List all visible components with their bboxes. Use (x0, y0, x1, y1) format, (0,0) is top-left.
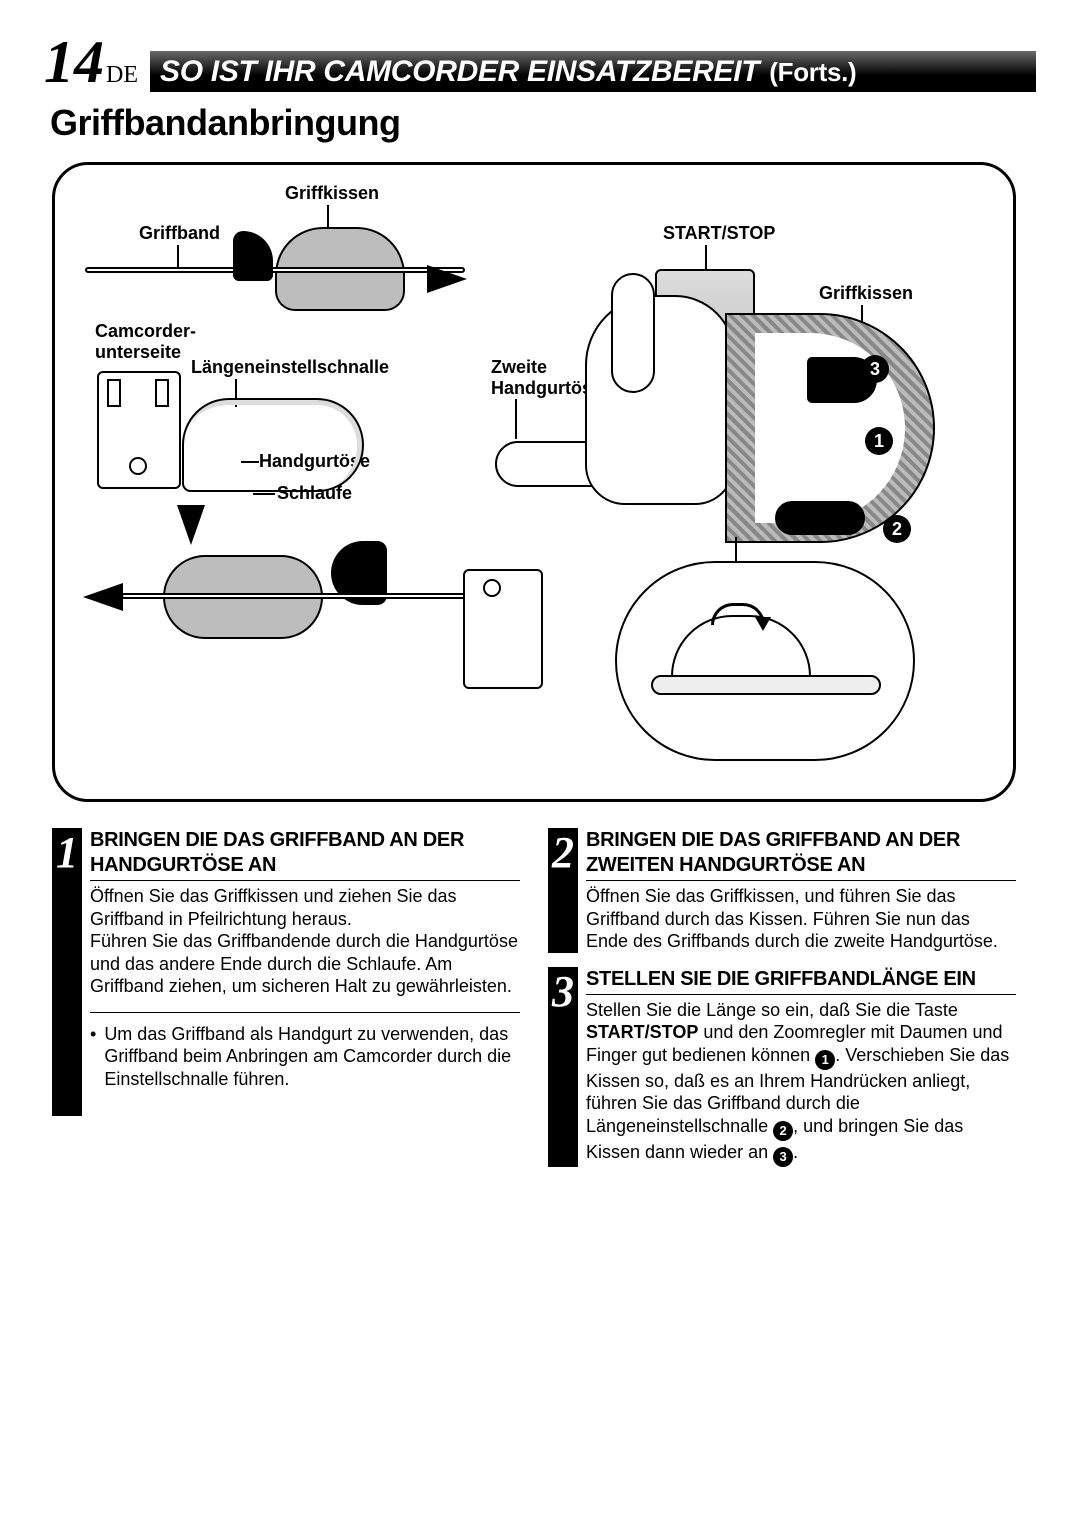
strap-loop-shape (183, 399, 363, 491)
tripod-hole-shape (129, 457, 147, 475)
label-griffkissen-top: Griffkissen (285, 183, 379, 204)
page-number: 14DE (44, 32, 138, 92)
tripod-hole-shape (483, 579, 501, 597)
page-number-suffix: DE (106, 62, 138, 88)
step-text: Stellen Sie die Länge so ein, daß Sie di… (586, 999, 1016, 1167)
label-laengeneinstellschnalle: Längeneinstellschnalle (191, 357, 389, 378)
step-number: 1 (52, 828, 82, 1116)
curved-arrow-icon (233, 231, 273, 281)
note-text: Um das Griffband als Handgurt zu verwend… (104, 1023, 520, 1091)
inline-callout-3: 3 (773, 1147, 793, 1167)
thumb-shape (611, 273, 655, 393)
step-body: BRINGEN DIE DAS GRIFFBAND AN DER HANDGUR… (90, 828, 520, 1116)
step-2: 2 BRINGEN DIE DAS GRIFFBAND AN DER ZWEIT… (548, 828, 1016, 953)
step-column-left: 1 BRINGEN DIE DAS GRIFFBAND AN DER HANDG… (52, 828, 520, 1181)
step-number: 2 (548, 828, 578, 953)
diagram-panel: Griffkissen Griffband START/STOP Griffki… (52, 162, 1016, 802)
callout-1: 1 (865, 427, 893, 455)
page-number-value: 14 (44, 29, 104, 95)
step-title: BRINGEN DIE DAS GRIFFBAND AN DER HANDGUR… (90, 828, 520, 881)
detail (107, 379, 121, 407)
text: . (793, 1142, 798, 1162)
page-header: 14DE SO IST IHR CAMCORDER EINSATZBEREIT … (44, 32, 1036, 92)
strap-line-shape (121, 593, 481, 599)
strap-through-buckle (651, 675, 881, 695)
step-text: Öffnen Sie das Griffkissen und ziehen Si… (90, 885, 520, 998)
step-text: Öffnen Sie das Griffkissen, und führen S… (586, 885, 1016, 953)
label-griffkissen-right: Griffkissen (819, 283, 913, 304)
camcorder-underside-shape (463, 569, 543, 689)
arrow-left-icon (83, 583, 123, 611)
header-continuation: (Forts.) (769, 57, 856, 88)
leader-line (515, 399, 517, 439)
step-column-right: 2 BRINGEN DIE DAS GRIFFBAND AN DER ZWEIT… (548, 828, 1016, 1181)
leader-line (735, 537, 737, 563)
arrowhead-icon (755, 617, 771, 631)
detail (155, 379, 169, 407)
step-title: BRINGEN DIE DAS GRIFFBAND AN DER ZWEITEN… (586, 828, 1016, 881)
strap-line-shape (85, 267, 465, 273)
inline-callout-1: 1 (815, 1050, 835, 1070)
leader-line (253, 493, 275, 495)
hand-shape (585, 295, 735, 505)
step-note: • Um das Griffband als Handgurt zu verwe… (90, 1012, 520, 1091)
callout-2: 2 (883, 515, 911, 543)
bullet-icon: • (90, 1023, 96, 1091)
header-title: SO IST IHR CAMCORDER EINSATZBEREIT (160, 55, 759, 89)
label-griffband: Griffband (139, 223, 220, 244)
strap-arrow-icon (775, 501, 865, 535)
label-camcorder-unterseite: Camcorder- unterseite (95, 321, 196, 362)
section-title: Griffbandanbringung (50, 102, 1036, 144)
arrow-down-icon (177, 505, 205, 545)
header-bar: SO IST IHR CAMCORDER EINSATZBEREIT (Fort… (150, 51, 1036, 92)
inline-callout-2: 2 (773, 1121, 793, 1141)
label-start-stop: START/STOP (663, 223, 775, 244)
step-body: STELLEN SIE DIE GRIFFBANDLÄNGE EIN Stell… (586, 967, 1016, 1167)
arrow-right-icon (427, 265, 467, 293)
start-stop-label: START/STOP (586, 1022, 698, 1042)
step-number: 3 (548, 967, 578, 1167)
steps-container: 1 BRINGEN DIE DAS GRIFFBAND AN DER HANDG… (52, 828, 1036, 1181)
step-title: STELLEN SIE DIE GRIFFBANDLÄNGE EIN (586, 967, 1016, 995)
step-1: 1 BRINGEN DIE DAS GRIFFBAND AN DER HANDG… (52, 828, 520, 1116)
callout-3: 3 (861, 355, 889, 383)
step-3: 3 STELLEN SIE DIE GRIFFBANDLÄNGE EIN Ste… (548, 967, 1016, 1167)
step-body: BRINGEN DIE DAS GRIFFBAND AN DER ZWEITEN… (586, 828, 1016, 953)
text: Stellen Sie die Länge so ein, daß Sie di… (586, 1000, 958, 1020)
